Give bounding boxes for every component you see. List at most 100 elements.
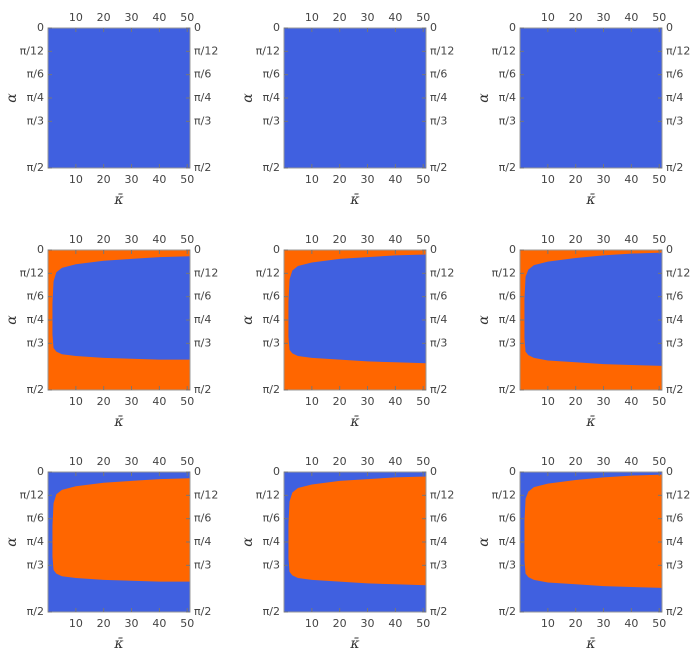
x-tick-label: 20 <box>569 11 583 24</box>
x-tick-label: 30 <box>597 455 611 468</box>
y-tick-label: π/6 <box>263 290 280 303</box>
x-tick-label: 50 <box>180 395 194 408</box>
x-tick-label: 40 <box>388 617 402 630</box>
x-tick-label: 30 <box>125 11 139 24</box>
x-tick-label: 10 <box>541 11 555 24</box>
x-tick-label: 30 <box>597 395 611 408</box>
x-tick-label: 50 <box>180 617 194 630</box>
y-tick-label: π/3 <box>499 558 516 571</box>
y-tick-label: π/2 <box>499 161 516 174</box>
region <box>52 256 191 360</box>
y-tick-label: π/12 <box>20 488 44 501</box>
x-tick-label: 20 <box>333 233 347 246</box>
y-tick-label: π/3 <box>27 336 44 349</box>
y-tick-label: 0 <box>666 243 673 256</box>
y-tick-label: π/3 <box>666 558 683 571</box>
x-tick-label: 20 <box>569 455 583 468</box>
plot-background <box>284 28 426 168</box>
x-axis-label: κ̄ <box>585 414 595 430</box>
y-tick-label: π/12 <box>666 44 690 57</box>
y-tick-label: π/4 <box>27 91 44 104</box>
y-axis-label: α <box>4 315 20 325</box>
y-tick-label: π/3 <box>194 114 211 127</box>
x-tick-label: 20 <box>97 617 111 630</box>
x-tick-label: 20 <box>569 617 583 630</box>
y-tick-label: π/12 <box>430 44 454 57</box>
y-tick-label: π/2 <box>430 605 447 618</box>
y-tick-label: π/12 <box>492 266 516 279</box>
y-tick-label: π/2 <box>666 605 683 618</box>
y-tick-label: π/3 <box>27 558 44 571</box>
x-tick-label: 10 <box>69 455 83 468</box>
x-tick-label: 40 <box>388 233 402 246</box>
y-tick-label: π/2 <box>194 383 211 396</box>
y-tick-label: π/12 <box>666 488 690 501</box>
y-tick-label: π/3 <box>263 336 280 349</box>
region <box>288 476 426 586</box>
x-tick-label: 30 <box>125 395 139 408</box>
x-tick-label: 30 <box>597 173 611 186</box>
x-tick-label: 50 <box>652 233 666 246</box>
x-tick-label: 50 <box>416 233 430 246</box>
x-tick-label: 20 <box>569 173 583 186</box>
x-axis-label: κ̄ <box>349 192 359 208</box>
y-tick-label: π/3 <box>263 114 280 127</box>
x-tick-label: 50 <box>180 173 194 186</box>
y-tick-label: π/6 <box>499 68 516 81</box>
y-axis-label: α <box>476 93 492 103</box>
y-tick-label: π/12 <box>20 266 44 279</box>
x-tick-label: 30 <box>361 455 375 468</box>
y-tick-label: 0 <box>37 465 44 478</box>
y-tick-label: π/2 <box>194 605 211 618</box>
y-tick-label: 0 <box>194 465 201 478</box>
y-tick-label: π/4 <box>666 313 683 326</box>
y-tick-label: π/3 <box>666 336 683 349</box>
x-axis-label: κ̄ <box>585 636 595 652</box>
y-tick-label: π/4 <box>430 313 447 326</box>
x-tick-label: 30 <box>597 11 611 24</box>
y-tick-label: π/12 <box>492 488 516 501</box>
x-axis-label: κ̄ <box>349 414 359 430</box>
y-tick-label: π/4 <box>194 535 211 548</box>
y-tick-label: π/12 <box>430 488 454 501</box>
y-tick-label: π/6 <box>430 290 447 303</box>
y-tick-label: π/6 <box>666 290 683 303</box>
y-axis-label: α <box>4 93 20 103</box>
x-tick-label: 50 <box>652 173 666 186</box>
y-tick-label: π/3 <box>263 558 280 571</box>
x-tick-label: 10 <box>69 395 83 408</box>
y-tick-label: π/3 <box>430 336 447 349</box>
x-tick-label: 10 <box>541 617 555 630</box>
y-axis-label: α <box>240 93 256 103</box>
y-tick-label: 0 <box>273 21 280 34</box>
y-tick-label: π/6 <box>263 512 280 525</box>
y-tick-label: 0 <box>430 21 437 34</box>
x-tick-label: 10 <box>69 617 83 630</box>
y-tick-label: π/3 <box>430 114 447 127</box>
region <box>52 478 191 582</box>
y-tick-label: π/6 <box>194 512 211 525</box>
x-tick-label: 50 <box>652 11 666 24</box>
y-tick-label: π/2 <box>666 383 683 396</box>
y-tick-label: π/12 <box>194 44 218 57</box>
y-tick-label: π/2 <box>430 383 447 396</box>
x-tick-label: 10 <box>305 395 319 408</box>
x-tick-label: 30 <box>125 617 139 630</box>
y-tick-label: π/2 <box>263 161 280 174</box>
y-tick-label: π/6 <box>666 512 683 525</box>
y-tick-label: π/2 <box>194 161 211 174</box>
x-tick-label: 30 <box>125 455 139 468</box>
y-tick-label: π/2 <box>263 605 280 618</box>
x-tick-label: 50 <box>652 617 666 630</box>
y-tick-label: π/4 <box>430 91 447 104</box>
x-tick-label: 30 <box>361 233 375 246</box>
region <box>524 474 662 588</box>
x-axis-label: κ̄ <box>349 636 359 652</box>
x-tick-label: 40 <box>624 233 638 246</box>
y-tick-label: π/2 <box>430 161 447 174</box>
